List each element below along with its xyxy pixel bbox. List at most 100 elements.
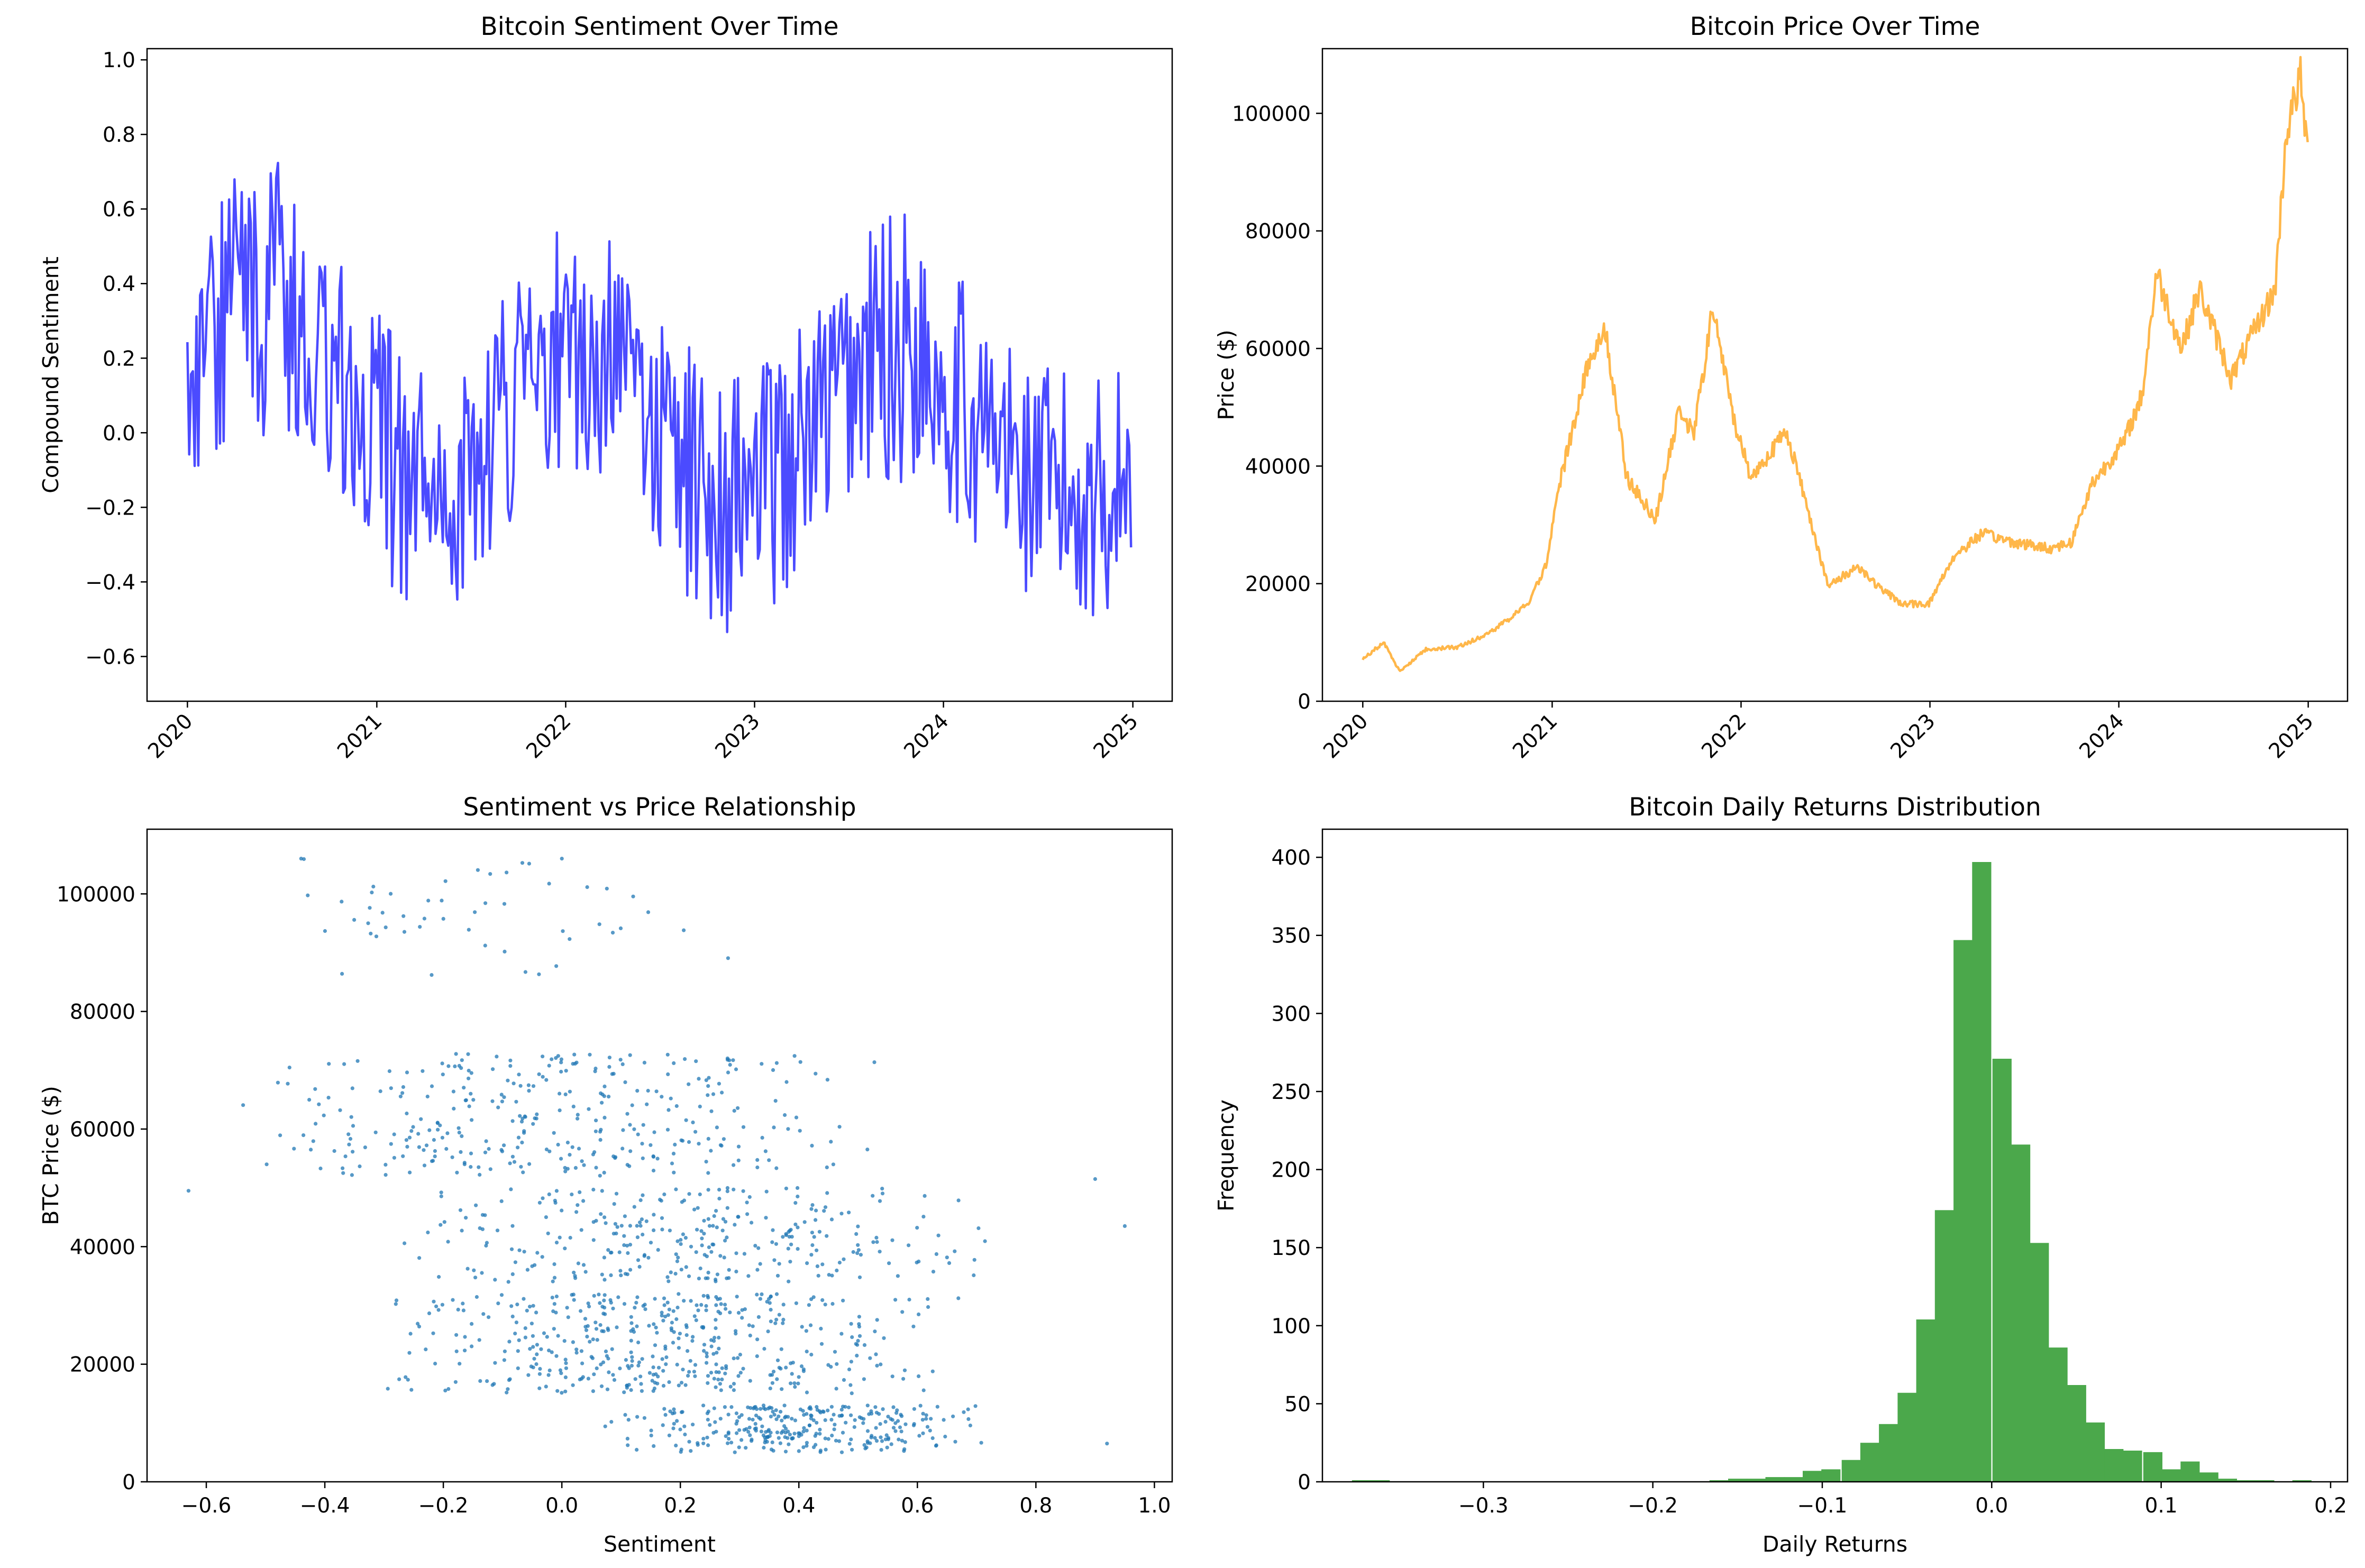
scatter-point xyxy=(635,1224,639,1228)
scatter-point xyxy=(678,1332,682,1336)
scatter-point xyxy=(852,1425,856,1429)
scatter-point xyxy=(606,1356,610,1361)
scatter-point xyxy=(792,1432,797,1436)
scatter-point xyxy=(383,925,388,930)
scatter-point xyxy=(702,1349,706,1353)
scatter-point xyxy=(759,1407,763,1411)
scatter-point xyxy=(693,1374,697,1378)
scatter-point xyxy=(849,1437,853,1442)
scatter-point xyxy=(672,1422,676,1426)
scatter-point xyxy=(632,1127,636,1131)
scatter-point xyxy=(612,1202,616,1206)
scatter-point xyxy=(728,1310,732,1315)
scatter-point xyxy=(774,1292,779,1296)
scatter-point xyxy=(706,1270,710,1274)
scatter-point xyxy=(810,1143,814,1148)
scatter-point xyxy=(715,1272,719,1277)
scatter-point xyxy=(554,1241,559,1245)
scatter-point xyxy=(720,1228,725,1233)
scatter-point xyxy=(599,1362,603,1367)
scatter-point xyxy=(583,1317,588,1321)
scatter-point xyxy=(523,1326,527,1331)
scatter-point xyxy=(505,870,509,875)
scatter-point xyxy=(469,1151,473,1156)
scatter-point xyxy=(966,1417,971,1421)
sentiment-series-line xyxy=(186,161,1133,634)
scatter-point xyxy=(732,1356,736,1361)
scatter-point xyxy=(677,1292,681,1296)
scatter-point xyxy=(623,1080,627,1084)
scatter-point xyxy=(679,1381,684,1385)
scatter-point xyxy=(581,1263,586,1267)
scatter-point xyxy=(738,1371,743,1375)
scatter-point xyxy=(807,1423,811,1427)
scatter-point xyxy=(563,1358,568,1362)
scatter-point xyxy=(689,1449,693,1453)
scatter-point xyxy=(671,1426,675,1431)
scatter-point xyxy=(601,1312,606,1316)
scatter-point xyxy=(547,1149,552,1153)
scatter-point xyxy=(534,1310,538,1315)
scatter-point xyxy=(493,1278,497,1282)
x-tick-label: 2022 xyxy=(522,709,576,763)
scatter-point xyxy=(603,1424,607,1428)
scatter-point xyxy=(478,1172,482,1177)
scatter-point xyxy=(460,1228,464,1233)
scatter-point xyxy=(387,1069,392,1074)
scatter-point xyxy=(731,1058,735,1062)
scatter-point xyxy=(728,1384,733,1389)
scatter-point xyxy=(674,1187,678,1191)
scatter-point xyxy=(872,1060,876,1065)
scatter-point xyxy=(397,1377,401,1381)
scatter-point xyxy=(544,1384,548,1389)
scatter-point xyxy=(506,1387,510,1391)
scatter-point xyxy=(670,1161,674,1166)
scatter-point xyxy=(500,1099,505,1104)
scatter-point xyxy=(407,1351,412,1355)
scatter-point xyxy=(900,1438,904,1443)
scatter-point xyxy=(696,1308,700,1313)
scatter-point xyxy=(609,1300,613,1305)
x-axis-label: Daily Returns xyxy=(1763,1532,1907,1557)
scatter-point xyxy=(530,1264,534,1268)
y-tick-label: −0.6 xyxy=(85,645,135,669)
scatter-point xyxy=(973,1404,978,1408)
scatter-point xyxy=(480,1271,484,1275)
scatter-point xyxy=(370,891,374,895)
scatter-point xyxy=(625,1112,629,1116)
scatter-point xyxy=(779,1347,783,1351)
scatter-point xyxy=(917,1434,921,1438)
scatter-point xyxy=(540,1255,544,1259)
scatter-point xyxy=(724,1434,728,1438)
scatter-point xyxy=(432,1138,436,1142)
scatter-point xyxy=(805,1350,809,1354)
scatter-point xyxy=(588,1340,592,1344)
scatter-point xyxy=(586,1301,590,1306)
scatter-point xyxy=(907,1243,911,1248)
scatter-point xyxy=(665,1052,670,1057)
scatter-point xyxy=(915,1260,919,1264)
scatter-point xyxy=(594,1166,598,1170)
scatter-point xyxy=(849,1322,853,1326)
scatter-point xyxy=(508,1161,512,1166)
axes-frame xyxy=(1321,828,2349,1483)
scatter-point xyxy=(809,1352,814,1357)
scatter-point xyxy=(480,1213,485,1217)
scatter-point xyxy=(911,1324,916,1328)
scatter-point xyxy=(653,1297,657,1301)
scatter-point xyxy=(588,1052,592,1057)
scatter-point xyxy=(727,1268,731,1272)
scatter-point xyxy=(709,1371,714,1375)
scatter-point xyxy=(829,1405,834,1409)
scatter-point xyxy=(487,1315,491,1319)
scatter-point xyxy=(421,1069,425,1073)
scatter-point xyxy=(777,1436,781,1440)
scatter-point xyxy=(815,1405,819,1409)
scatter-point xyxy=(626,1443,630,1447)
scatter-point xyxy=(953,1249,957,1253)
scatter-point xyxy=(523,1335,528,1340)
scatter-point xyxy=(465,1267,470,1271)
scatter-point xyxy=(1105,1442,1109,1446)
scatter-point xyxy=(723,1405,727,1409)
scatter-point xyxy=(654,1089,659,1094)
